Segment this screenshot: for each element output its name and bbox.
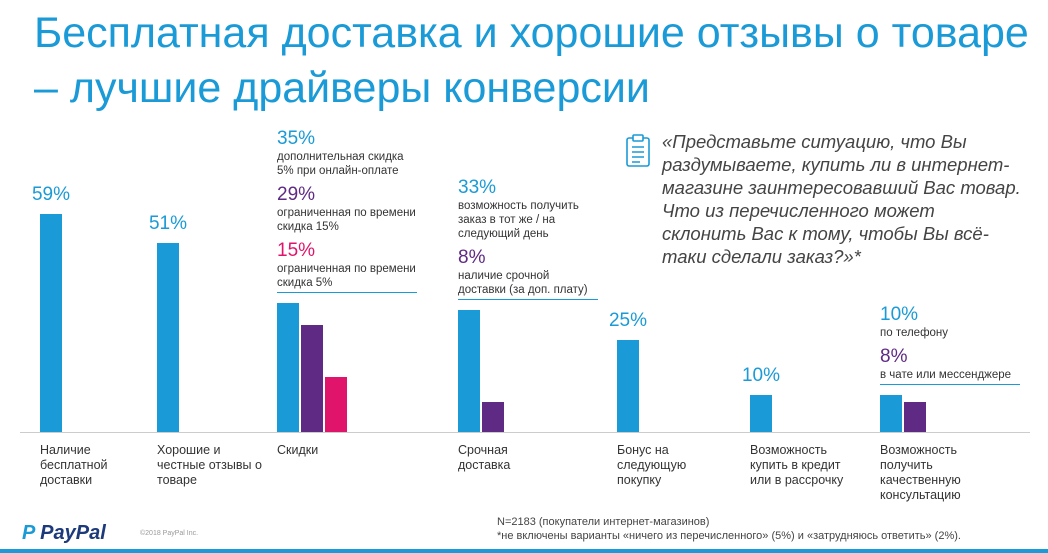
value-label: 10% xyxy=(741,365,781,386)
bar-note: в чате или мессенджере xyxy=(880,369,1012,381)
category-label: Хорошие и честные отзывы о товаре xyxy=(157,443,262,487)
annotation-stack: 10% по телефону 8% в чате или мессенджере xyxy=(880,304,1020,385)
bar xyxy=(458,309,480,432)
bar xyxy=(482,402,504,432)
bar-note: дополнительная скидка 5% при онлайн-опла… xyxy=(277,150,404,177)
annotation-stack: 33% возможность получить заказ в тот же /… xyxy=(458,177,598,300)
annotation-stack: 35% дополнительная скидка 5% при онлайн-о… xyxy=(277,128,417,293)
bar xyxy=(301,324,323,432)
value-label: 10% xyxy=(880,304,919,325)
clipboard-icon xyxy=(626,134,650,167)
category-label: Скидки xyxy=(277,443,319,457)
bar-note: ограниченная по времени скидка 15% xyxy=(277,206,416,233)
bar-note: возможность получить заказ в тот же / на… xyxy=(458,199,579,240)
survey-question: «Представьте ситуацию, что Вы раздумывае… xyxy=(662,131,1021,267)
value-label: 8% xyxy=(458,246,486,268)
footnote: *не включены варианты «ничего из перечис… xyxy=(497,530,961,542)
sample-note: N=2183 (покупатели интернет-магазинов) xyxy=(497,516,710,528)
bar xyxy=(325,376,347,432)
bar xyxy=(904,402,926,432)
category-label: Бонус на следующую покупку xyxy=(617,443,687,487)
category-label: Наличие бесплатной доставки xyxy=(40,443,108,487)
bar xyxy=(277,302,299,432)
bar-note: по телефону xyxy=(880,327,949,339)
value-label: 59% xyxy=(31,183,71,205)
value-label: 51% xyxy=(148,213,188,235)
value-label: 29% xyxy=(277,183,316,205)
category-label: Возможность купить в кредит или в рассро… xyxy=(750,443,844,487)
baseline xyxy=(20,432,1030,433)
bar xyxy=(880,395,902,432)
value-label: 8% xyxy=(880,346,908,367)
value-label: 35% xyxy=(277,127,316,149)
copyright: ©2018 PayPal Inc. xyxy=(140,530,199,537)
logo-text: PayPal xyxy=(40,522,106,544)
category-label: Срочная доставка xyxy=(458,443,511,472)
value-label: 15% xyxy=(277,239,316,261)
bar xyxy=(157,243,179,432)
value-label: 33% xyxy=(458,176,497,198)
bar xyxy=(750,395,772,432)
bar xyxy=(617,339,639,432)
bottom-stripe xyxy=(0,549,1048,553)
value-label: 25% xyxy=(608,309,648,331)
logo: P PayPal xyxy=(22,522,106,544)
bar-note: ограниченная по времени скидка 5% xyxy=(277,262,416,289)
bar xyxy=(40,213,62,432)
bar-note: наличие срочной доставки (за доп. плату) xyxy=(458,269,588,296)
slide-title: Бесплатная доставка и хорошие отзывы о т… xyxy=(34,9,1029,112)
category-label: Возможность получить качественную консул… xyxy=(880,443,961,502)
